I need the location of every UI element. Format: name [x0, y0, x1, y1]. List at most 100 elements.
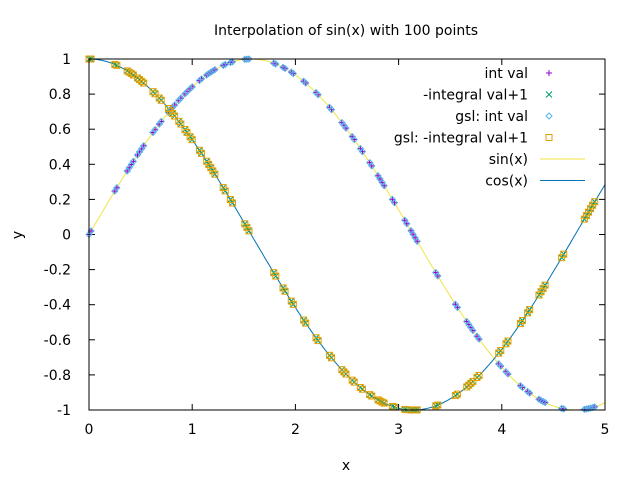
data-point-diamond [465, 320, 473, 329]
data-point-diamond [475, 335, 483, 343]
data-point-square [342, 370, 350, 378]
data-point-diamond [356, 144, 365, 153]
data-point-square [245, 227, 253, 235]
data-point-diamond [175, 96, 183, 105]
y-tick-label: 0.4 [49, 157, 71, 173]
data-point-square [289, 300, 297, 308]
data-point-square [526, 306, 534, 314]
data-point-square [541, 281, 549, 289]
data-point-diamond [139, 142, 148, 150]
data-point-square [453, 390, 461, 398]
x-tick-label: 3 [394, 422, 403, 438]
data-point-diamond [584, 404, 593, 413]
y-tick-label: -1 [57, 403, 71, 419]
data-point-diamond [155, 120, 163, 128]
data-point-diamond [403, 219, 411, 228]
data-point-square [432, 402, 440, 410]
data-point-diamond [197, 75, 206, 83]
x-tick-label: 5 [601, 422, 610, 438]
data-point-diamond [279, 63, 287, 72]
data-point-x [454, 390, 461, 398]
data-point-square [127, 70, 135, 78]
data-point-diamond [228, 58, 237, 66]
data-point-diamond [588, 403, 597, 412]
data-point-diamond [113, 183, 121, 192]
data-point-diamond [342, 124, 350, 132]
data-point-square [473, 373, 481, 381]
y-tick-label: 1 [62, 52, 71, 68]
data-point-square [348, 376, 356, 384]
data-point-square [380, 399, 388, 407]
data-point-square [434, 401, 442, 409]
data-point-square [211, 170, 219, 178]
data-point-square [376, 397, 384, 405]
data-point-plus [504, 370, 511, 377]
data-point-diamond [243, 55, 251, 63]
x-axis-label: x [342, 458, 350, 474]
y-tick-label: 0 [62, 228, 71, 244]
data-point-plus [184, 88, 191, 95]
data-point-square [111, 60, 119, 68]
data-point-diamond [245, 55, 253, 63]
data-point-diamond [537, 396, 545, 405]
data-point-x [475, 372, 483, 379]
data-point-x [140, 79, 148, 87]
y-tick-label: -0.8 [44, 368, 71, 384]
data-point-diamond [497, 362, 505, 370]
legend-entry: gsl: int val [455, 109, 553, 125]
data-point-diamond [135, 148, 144, 156]
axes: 0 1 2 3 4 5 1 0.8 0.6 0.4 0.2 0 -0.2 -0.4 -0.6 -0.8 -1 [44, 52, 610, 438]
data-point-square [467, 379, 475, 387]
data-point-diamond [451, 300, 460, 308]
legend-marker-swatch [546, 70, 552, 76]
data-point-square [314, 337, 322, 345]
data-point-diamond [127, 160, 136, 169]
data-point-diamond [557, 404, 566, 413]
data-point-diamond [327, 105, 336, 114]
data-point-diamond [560, 405, 568, 413]
data-point-square [243, 223, 251, 231]
data-point-diamond [181, 90, 189, 98]
data-point-square [497, 347, 505, 355]
y-axis-label: y [10, 231, 26, 239]
chart-title: Interpolation of sin(x) with 100 points [214, 23, 478, 39]
plot-border [88, 58, 606, 411]
y-tick-label: 0.6 [49, 122, 71, 138]
legend-entry: -integral val+1 [423, 88, 553, 104]
data-point-diamond [413, 237, 421, 245]
data-point-diamond [302, 79, 310, 87]
data-point-diamond [350, 135, 358, 144]
data-point-square [388, 402, 396, 410]
data-point-diamond [535, 395, 543, 403]
data-point-diamond [133, 151, 142, 159]
data-point-diamond [211, 65, 219, 74]
data-point-x [245, 227, 253, 235]
data-point-square [281, 287, 289, 295]
data-point-diamond [226, 58, 235, 67]
data-point-plus [315, 91, 322, 98]
legend-entry: int val [485, 66, 552, 82]
data-point-x [157, 96, 165, 104]
data-point-square [113, 61, 121, 69]
legend-marker-swatch [545, 134, 553, 141]
data-point-diamond [272, 60, 280, 68]
data-point-square [560, 250, 568, 258]
data-point-diamond [151, 125, 159, 134]
data-point-diamond [518, 383, 527, 392]
data-point-square [328, 354, 336, 362]
data-point-square [302, 319, 310, 327]
data-point-square [358, 385, 366, 393]
data-point-square [475, 371, 483, 379]
data-point-diamond [541, 398, 549, 407]
legend-label: -integral val+1 [423, 88, 528, 104]
data-point-square [272, 272, 280, 280]
data-point-x [359, 385, 366, 393]
y-tick-label: 0.8 [49, 87, 71, 103]
data-point-square [504, 337, 512, 345]
data-point-diamond [219, 61, 227, 70]
y-tick-label: -0.2 [44, 263, 71, 279]
data-point-diamond [504, 370, 512, 378]
data-point-square [591, 198, 599, 206]
data-point-diamond [205, 69, 213, 78]
